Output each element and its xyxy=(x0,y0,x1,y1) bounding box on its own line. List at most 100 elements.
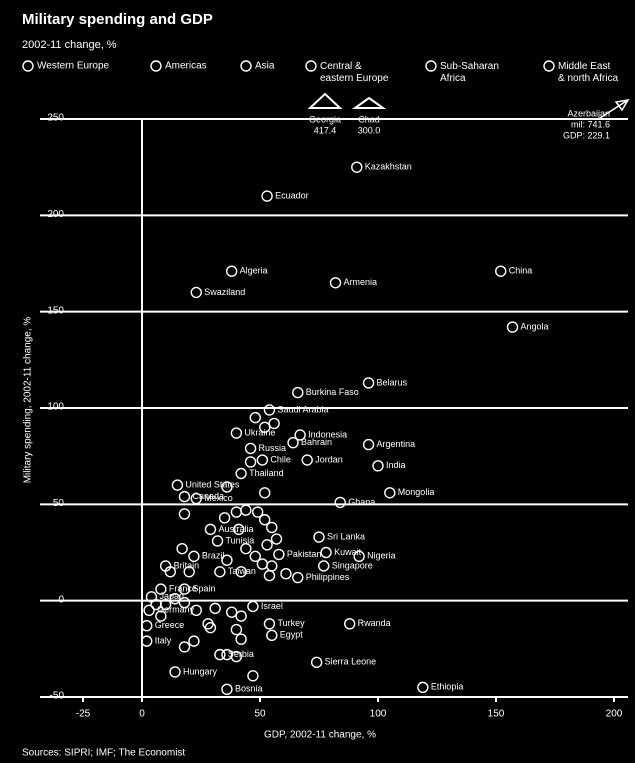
point xyxy=(280,567,292,580)
point-label: Algeria xyxy=(240,266,268,276)
point xyxy=(221,683,233,695)
point xyxy=(256,454,269,466)
x-tick-label: -25 xyxy=(76,709,91,720)
point-label: France xyxy=(169,583,197,593)
legend-label: Asia xyxy=(255,61,275,72)
point xyxy=(188,550,200,563)
point-label: Argentina xyxy=(377,439,416,449)
point-label: Tunisia xyxy=(226,535,255,545)
source: Sources: SIPRI; IMF; The Economist xyxy=(22,748,185,759)
point xyxy=(320,546,332,559)
point-label: Ecuador xyxy=(275,190,309,200)
point xyxy=(178,641,191,653)
point xyxy=(287,436,299,449)
point xyxy=(266,629,278,642)
point-label: Mongolia xyxy=(398,487,435,497)
point xyxy=(261,190,273,202)
point xyxy=(235,566,247,578)
point xyxy=(384,487,396,499)
point xyxy=(176,542,188,555)
point-label: Saudi Arabia xyxy=(277,404,328,414)
point xyxy=(233,523,245,536)
point xyxy=(214,566,226,578)
point xyxy=(169,593,181,605)
point xyxy=(244,456,257,468)
point-label: Philippines xyxy=(306,572,350,582)
legend-label: Central & eastern Europe xyxy=(320,61,389,84)
point xyxy=(270,533,283,545)
point-label: Thailand xyxy=(249,468,284,478)
point xyxy=(266,521,278,534)
legend-marker xyxy=(150,60,162,72)
point xyxy=(244,442,257,455)
legend-marker xyxy=(543,60,555,72)
point-label: Ukraine xyxy=(244,427,275,437)
legend-label: Americas xyxy=(165,61,207,72)
point xyxy=(214,648,226,661)
point xyxy=(263,618,276,630)
point xyxy=(506,321,519,333)
point xyxy=(155,610,167,622)
x-tick-label: 200 xyxy=(606,709,623,720)
point-label: Swaziland xyxy=(204,287,245,297)
legend-label: Sub-Saharan Africa xyxy=(440,61,499,84)
point xyxy=(310,656,323,669)
point xyxy=(372,460,384,472)
point-label: China xyxy=(509,266,533,276)
point xyxy=(247,600,259,613)
point xyxy=(240,504,252,516)
point xyxy=(221,554,233,566)
point xyxy=(155,583,167,595)
point xyxy=(221,481,233,493)
point xyxy=(235,633,247,645)
point xyxy=(294,429,306,441)
point xyxy=(225,265,238,277)
point-label: Taiwan xyxy=(228,566,256,576)
annotation-value: mil: 741.6 xyxy=(571,119,610,129)
legend-marker xyxy=(240,60,252,72)
point xyxy=(141,620,153,632)
point xyxy=(230,650,243,663)
point xyxy=(268,417,280,430)
point-label: Italy xyxy=(155,636,172,646)
point-label: Brazil xyxy=(202,551,225,561)
point xyxy=(273,548,285,561)
point xyxy=(171,479,184,491)
point xyxy=(178,596,191,609)
x-tick-label: 0 xyxy=(139,709,145,720)
point-label: Germany xyxy=(157,605,195,615)
point xyxy=(247,670,259,682)
point xyxy=(225,606,238,618)
point xyxy=(329,277,342,289)
x-tick-label: 150 xyxy=(488,709,505,720)
point xyxy=(263,404,276,416)
point xyxy=(353,550,365,563)
x-tick-label: 50 xyxy=(254,709,266,720)
point xyxy=(169,666,181,678)
point-label: Rwanda xyxy=(358,618,391,628)
point xyxy=(211,535,224,547)
point xyxy=(178,490,191,503)
annotation-value: 417.4 xyxy=(314,125,337,135)
point-label: Belarus xyxy=(377,377,408,387)
annotation-value: GDP: 229.1 xyxy=(563,130,610,140)
legend-label: Middle East & north Africa xyxy=(558,61,618,84)
point xyxy=(259,421,271,433)
point xyxy=(362,438,375,451)
point xyxy=(230,623,243,636)
point-label: India xyxy=(386,460,406,470)
chart-subtitle: 2002-11 change, % xyxy=(22,39,117,51)
x-axis-title: GDP, 2002-11 change, % xyxy=(264,730,376,741)
point xyxy=(249,550,261,563)
point xyxy=(266,560,278,572)
point xyxy=(143,604,155,616)
chart-title: Military spending and GDP xyxy=(22,11,213,28)
point-label: Israel xyxy=(261,601,283,611)
point xyxy=(251,506,264,518)
point-label: Pakistan xyxy=(287,549,322,559)
point-label: Bahrain xyxy=(301,437,332,447)
point xyxy=(190,604,202,616)
legend-marker xyxy=(305,60,317,72)
y-axis-title: Military spending, 2002-11 change, % xyxy=(23,317,34,484)
